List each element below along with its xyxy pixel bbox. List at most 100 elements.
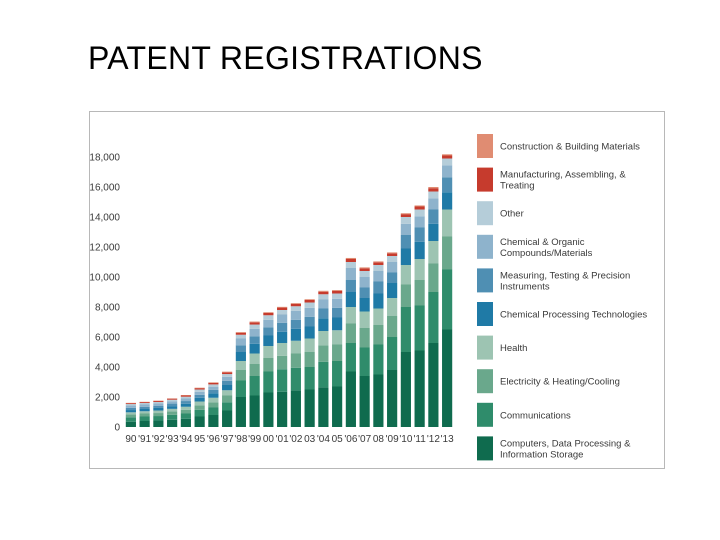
bar-segment	[345, 323, 356, 343]
x-tick-label: '11	[413, 434, 426, 445]
bar-segment	[139, 411, 150, 414]
bar-segment	[400, 223, 411, 235]
bar-segment	[428, 191, 439, 199]
bar-segment	[400, 248, 411, 265]
bar-segment	[222, 395, 233, 403]
bar-segment	[208, 415, 219, 427]
x-tick-label: 05	[332, 434, 344, 445]
bar-segment	[139, 409, 150, 412]
bar-segment	[318, 299, 329, 309]
bar-segment	[373, 374, 384, 427]
bar-segment	[373, 271, 384, 282]
legend-label: Chemical & Organic Compounds/Materials	[500, 237, 593, 259]
legend-label: Construction & Building Materials	[500, 142, 640, 153]
bar-segment	[249, 336, 260, 344]
x-tick-label: '94	[179, 434, 192, 445]
bar-segment	[153, 403, 164, 406]
bar-segment	[373, 308, 384, 325]
bar-segment	[125, 412, 136, 415]
bar-segment	[277, 369, 288, 392]
bar-segment	[153, 407, 164, 411]
bar-segment	[263, 392, 274, 427]
bar-segment	[304, 299, 315, 303]
bar-segment	[125, 417, 136, 422]
bar-segment	[442, 329, 453, 427]
x-tick-label: 03	[304, 434, 316, 445]
legend-swatch	[477, 201, 493, 226]
bar-segment	[442, 269, 453, 330]
y-tick-label: 8,000	[95, 303, 120, 314]
legend-label: Measuring, Testing & Precision Instrument…	[500, 270, 630, 292]
x-tick-label: '93	[166, 434, 179, 445]
bar-segment	[139, 403, 150, 405]
x-tick-label: '10	[399, 434, 412, 445]
bar-segment	[373, 344, 384, 375]
bar-segment	[222, 372, 233, 375]
x-tick-label: '02	[289, 434, 302, 445]
x-tick-label: 00	[263, 434, 275, 445]
bar-segment	[139, 413, 150, 417]
bar-segment	[249, 364, 260, 376]
bar-segment	[277, 343, 288, 356]
bar-segment	[153, 405, 164, 408]
bar-segment	[249, 343, 260, 354]
bar-segment	[263, 327, 274, 336]
bar-segment	[208, 402, 219, 408]
bar-segment	[304, 389, 315, 427]
bar-segment	[304, 302, 315, 308]
bar-segment	[345, 259, 356, 262]
bar-segment	[167, 401, 178, 404]
legend-label: Computers, Data Processing & Information …	[500, 438, 631, 460]
bar-segment	[194, 416, 205, 427]
bar-segment	[359, 271, 370, 277]
bar-segment	[235, 380, 246, 397]
bar-segment	[194, 405, 205, 410]
bar-segment	[332, 344, 343, 361]
bar-segment	[235, 332, 246, 333]
bar-segment	[387, 252, 398, 254]
bar-segment	[290, 303, 301, 304]
bar-segment	[139, 421, 150, 427]
bar-segment	[318, 290, 329, 292]
x-tick-label: '09	[386, 434, 399, 445]
bar-segment	[139, 404, 150, 407]
x-tick-label: 95	[194, 434, 206, 445]
bar-segment	[318, 294, 329, 300]
bar-segment	[442, 158, 453, 166]
bar-segment	[249, 353, 260, 364]
bar-segment	[318, 318, 329, 331]
bar-segment	[277, 310, 288, 315]
bar-segment	[428, 263, 439, 292]
bar-segment	[208, 384, 219, 387]
bar-segment	[400, 217, 411, 224]
bar-segment	[277, 322, 288, 332]
bar-segment	[153, 410, 164, 414]
y-tick-label: 12,000	[90, 243, 120, 254]
bar-segment	[139, 402, 150, 403]
bar-segment	[332, 361, 343, 387]
bar-segment	[263, 335, 274, 346]
legend-swatch	[477, 302, 493, 326]
legend-swatch	[477, 335, 493, 360]
bar-segment	[345, 262, 356, 268]
bar-segment	[387, 298, 398, 316]
bar-segment	[414, 206, 425, 210]
bar-segment	[153, 401, 164, 404]
bar-segment	[139, 406, 150, 409]
bar-segment	[222, 390, 233, 396]
bar-segment	[167, 399, 178, 402]
bar-segment	[345, 280, 356, 292]
bar-segment	[125, 410, 136, 413]
bar-segment	[194, 397, 205, 402]
bar-segment	[318, 387, 329, 427]
bar-segment	[387, 256, 398, 262]
bar-segment	[304, 367, 315, 390]
bar-segment	[332, 298, 343, 308]
y-axis: 0 2,000 4,000 6,000 8,000 10,000 12,000 14,000 1…	[90, 153, 120, 434]
y-tick-label: 2,000	[95, 393, 120, 404]
bar-segment	[235, 334, 246, 339]
bar-segment	[290, 303, 301, 307]
bar-segment	[167, 406, 178, 409]
legend-swatch	[477, 234, 493, 259]
x-tick-label: '96	[207, 434, 220, 445]
